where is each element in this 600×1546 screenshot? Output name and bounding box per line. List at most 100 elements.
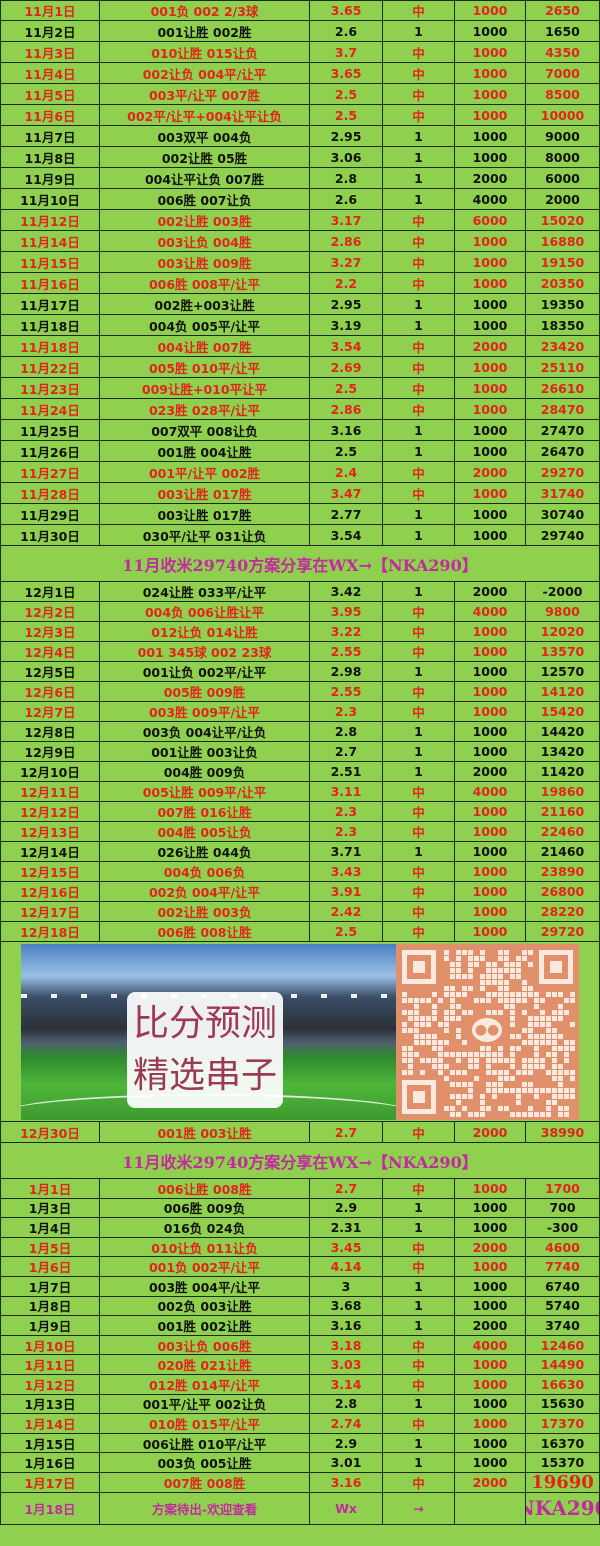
qr-module [522,1010,527,1015]
table-row: 11月7日 003双平 004负 2.95 1 1000 9000 [0,126,600,147]
qr-module [468,1082,473,1087]
qr-module [450,1094,455,1099]
result-cell: 1 [383,1218,455,1237]
qr-module [504,998,509,1003]
qr-module [438,1064,443,1069]
qr-module [528,992,533,997]
qr-module [402,1010,407,1015]
table-row: 1月8日 002负 003让胜 3.68 1 1000 5740 [0,1296,600,1317]
total-cell: 16630 [540,1376,585,1392]
date-cell: 12月7日 [1,702,100,721]
qr-module [474,956,479,961]
bet-cell: 026让胜 044负 [100,842,310,861]
date-cell: 11月15日 [1,252,100,272]
qr-module [522,992,527,997]
bet-cell: 001平/让平 002胜 [100,462,310,482]
qr-module [534,1052,539,1057]
qr-module [492,1010,497,1015]
result-cell: 中 [383,336,455,356]
qr-module [432,1010,437,1015]
date-cell: 1月6日 [1,1257,100,1276]
result-cell: 1 [383,1198,455,1218]
stake-cell: 1000 [455,399,526,419]
qr-module [408,1064,413,1069]
qr-module [444,1022,449,1027]
total-cell: 5740 [545,1298,580,1314]
qr-module [486,1070,491,1075]
qr-module [510,968,515,973]
bet-cell: 009让胜+010平让平 [100,378,310,398]
qr-module [414,1004,419,1009]
odds-cell: 3.16 [310,1472,383,1492]
qr-module [444,1010,449,1015]
table-row: 11月3日 010让胜 015让负 3.7 中 1000 4350 [0,42,600,63]
qr-module [552,1052,557,1057]
odds-cell: 3.16 [310,420,383,440]
bet-cell: 005胜 010平/让平 [100,357,310,377]
qr-module [486,974,491,979]
qr-module [540,1016,545,1021]
stake-cell: 1000 [455,1374,526,1394]
qr-module [408,1052,413,1057]
second-summary-banner: 11月收米29740方案分享在WX→【NKA290】 [0,1143,600,1179]
qr-module [402,1058,407,1063]
qr-module [552,1034,557,1039]
table-row: 11月8日 002让胜 05胜 3.06 1 1000 8000 [0,147,600,168]
december-late-records: 12月30日 001胜 003让胜 2.7 中 2000 38990 [0,1122,600,1143]
qr-module [456,1112,461,1117]
table-row: 11月18日 004让胜 007胜 3.54 中 2000 23420 [0,336,600,357]
qr-module [444,1106,449,1111]
table-row: 1月12日 012胜 014平/让平 3.14 中 1000 16630 [0,1374,600,1395]
total-cell: 29270 [540,464,585,480]
qr-module [480,986,485,991]
qr-module [450,962,455,967]
table-row: 1月17日 007胜 008胜 3.16 中 2000 19690 [0,1472,600,1493]
qr-module [408,1046,413,1051]
qr-module [534,1058,539,1063]
stake-cell: 1000 [455,441,526,461]
qr-module [546,1112,551,1117]
qr-module [540,1034,545,1039]
qr-module [498,1010,503,1015]
contact-id-cell: NKA290 [526,1496,599,1520]
qr-module [456,1058,461,1063]
total-cell: 14120 [540,684,585,699]
odds-cell: 2.7 [310,1179,383,1198]
result-cell: 中 [383,378,455,398]
stake-cell: 2000 [455,462,526,482]
date-cell: 1月9日 [1,1316,100,1335]
qr-module [426,998,431,1003]
qr-module [528,1106,533,1111]
stake-cell: 1000 [455,147,526,167]
table-row: 1月1日 006让胜 008胜 2.7 中 1000 1700 [0,1179,600,1199]
qr-module [468,1112,473,1117]
result-cell: 1 [383,842,455,861]
qr-module [552,1076,557,1081]
qr-code[interactable]: ●● [396,944,579,1120]
result-cell: 1 [383,1394,455,1414]
qr-module [486,1058,491,1063]
qr-module [444,1076,449,1081]
date-cell: 12月1日 [1,582,100,601]
bet-cell: 003平/让平 007胜 [100,84,310,104]
result-cell: 1 [383,1316,455,1335]
qr-module [558,1070,563,1075]
table-row: 11月24日 023胜 028平/让平 2.86 中 1000 28470 [0,399,600,420]
qr-module [486,1010,491,1015]
qr-module [486,1046,491,1051]
qr-module [468,1058,473,1063]
result-cell: 中 [383,602,455,621]
qr-module [480,1094,485,1099]
odds-cell: 2.8 [310,722,383,741]
odds-cell: 2.31 [310,1218,383,1237]
bet-cell: 006胜 008平/让平 [100,273,310,293]
qr-module [438,1058,443,1063]
result-cell: 1 [383,126,455,146]
qr-module [486,1088,491,1093]
table-row: 11月17日 002胜+003让胜 2.95 1 1000 19350 [0,294,600,315]
date-cell: 11月12日 [1,210,100,230]
qr-module [570,1022,575,1027]
december-records: 12月1日 024让胜 033平/让平 3.42 1 2000 -2000 12月2日 004… [0,582,600,942]
qr-module [468,1088,473,1093]
qr-module [534,1004,539,1009]
